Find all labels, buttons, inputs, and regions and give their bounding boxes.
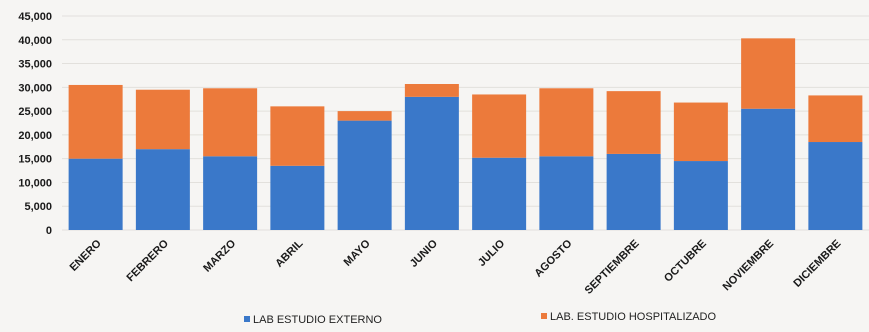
- bar-externo: [203, 156, 258, 230]
- bar-externo: [539, 156, 594, 230]
- y-tick-label: 15,000: [18, 154, 52, 166]
- x-tick-label: DICIEMBRE: [791, 238, 843, 290]
- y-tick-label: 45,000: [18, 11, 52, 23]
- bar-hospitalizado: [68, 84, 123, 159]
- y-tick-label: 30,000: [18, 82, 52, 94]
- y-tick-label: 10,000: [18, 177, 52, 189]
- bar-hospitalizado: [673, 102, 728, 162]
- bar-hospitalizado: [606, 91, 661, 154]
- x-tick-label: NOVIEMBRE: [721, 238, 777, 294]
- bar-externo: [337, 120, 392, 230]
- bar-hospitalizado: [270, 106, 325, 166]
- bar-externo: [270, 165, 325, 230]
- bar-externo: [741, 108, 796, 230]
- y-tick-label: 20,000: [18, 130, 52, 142]
- x-tick-label: JULIO: [476, 237, 508, 269]
- bar-hospitalizado: [135, 89, 190, 150]
- bar-hospitalizado: [472, 94, 527, 158]
- x-tick-label: OCTUBRE: [662, 238, 709, 285]
- x-tick-label: ENERO: [68, 237, 104, 273]
- y-tick-label: 0: [46, 225, 52, 237]
- y-tick-label: 40,000: [18, 35, 52, 47]
- x-tick-label: MAYO: [342, 237, 373, 268]
- x-tick-label: SEPTIEMBRE: [583, 238, 642, 297]
- legend-label: LAB ESTUDIO EXTERNO: [253, 314, 382, 326]
- bar-hospitalizado: [539, 88, 594, 157]
- bar-externo: [606, 153, 661, 230]
- bar-hospitalizado: [337, 111, 392, 121]
- legend-label: LAB. ESTUDIO HOSPITALIZADO: [550, 311, 716, 323]
- x-tick-label: AGOSTO: [532, 237, 574, 279]
- y-tick-label: 5,000: [24, 201, 52, 213]
- x-tick-label: ABRIL: [273, 237, 305, 269]
- bar-externo: [673, 161, 728, 230]
- y-tick-label: 35,000: [18, 59, 52, 71]
- bar-hospitalizado: [404, 84, 459, 97]
- bar-hospitalizado: [741, 38, 796, 109]
- bar-externo: [68, 158, 123, 230]
- legend-swatch: [244, 316, 250, 322]
- x-tick-label: FEBRERO: [124, 237, 171, 284]
- legend-swatch: [541, 313, 547, 319]
- y-tick-label: 25,000: [18, 106, 52, 118]
- bar-hospitalizado: [203, 88, 258, 157]
- bar-externo: [135, 149, 190, 230]
- bar-externo: [472, 157, 527, 230]
- x-tick-label: JUNIO: [408, 237, 441, 270]
- bar-hospitalizado: [808, 95, 863, 143]
- x-tick-label: MARZO: [201, 237, 238, 274]
- bar-externo: [404, 96, 459, 230]
- bar-externo: [808, 142, 863, 230]
